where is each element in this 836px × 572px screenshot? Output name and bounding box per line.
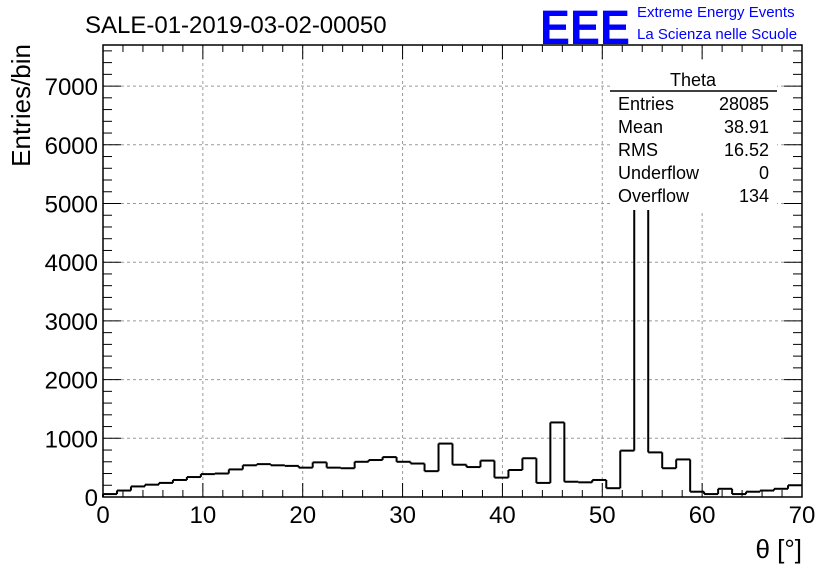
x-tick-label: 70 (789, 502, 816, 529)
histogram-bin (437, 442, 453, 472)
y-tick-label: 4000 (45, 250, 98, 277)
x-tick-label: 30 (389, 502, 416, 529)
y-tick-label: 2000 (45, 368, 98, 395)
histogram-bin (535, 458, 551, 484)
histogram-bin (311, 461, 327, 468)
logo-line-1: Extreme Energy Events (637, 4, 795, 21)
histogram-bin (129, 485, 145, 491)
eee-logo: EEE (540, 2, 630, 55)
histogram-bin (367, 459, 383, 462)
histogram-bin (563, 422, 579, 483)
y-tick-label: 5000 (45, 191, 98, 218)
histogram-bin (423, 463, 439, 473)
histogram-bin (241, 464, 257, 470)
histogram-bin (171, 478, 187, 483)
histogram-bin (507, 468, 523, 478)
y-tick-label: 1000 (45, 426, 98, 453)
y-axis-label: Entries/bin (6, 44, 36, 167)
histogram-bin (395, 457, 411, 463)
stats-row-value: 28085 (719, 94, 769, 114)
histogram-bin (325, 462, 341, 469)
histogram-bin (409, 461, 425, 465)
y-tick-label: 3000 (45, 309, 98, 336)
histogram-bin (115, 489, 131, 495)
x-tick-label: 50 (589, 502, 616, 529)
histogram-bin (479, 459, 495, 468)
axis-ticks (102, 45, 803, 498)
histogram-bin (493, 460, 509, 479)
histogram-bin (619, 449, 635, 489)
histogram-bin (199, 473, 215, 478)
histogram-bin (297, 465, 313, 469)
y-tick-label: 6000 (45, 133, 98, 160)
stats-row-label: Entries (618, 94, 674, 114)
histogram-bin (213, 472, 229, 475)
x-tick-label: 20 (289, 502, 316, 529)
histogram-bin (521, 457, 537, 470)
x-axis-label: θ [°] (755, 534, 802, 564)
histogram-bin (269, 464, 285, 467)
histogram-bin (717, 487, 733, 495)
histogram-bin (661, 452, 677, 470)
histogram-bin (605, 479, 621, 490)
histogram-bin (577, 481, 593, 484)
stats-title: Theta (670, 70, 717, 90)
stats-row-value: 0 (759, 163, 769, 183)
histogram-bin (787, 484, 802, 489)
logo-line-2: La Scienza nelle Scuole (637, 26, 797, 43)
histogram-bin (745, 490, 761, 495)
stats-row-label: Overflow (618, 186, 690, 206)
stats-box: Theta Entries 28085 Mean 38.91 RMS 16.52 Under… (610, 62, 777, 210)
histogram-bin (185, 476, 201, 480)
histogram-bin (773, 487, 789, 491)
y-tick-label: 7000 (45, 74, 98, 101)
histogram-bin (157, 481, 173, 485)
histogram-bin (227, 468, 243, 474)
histogram-bin (381, 456, 397, 461)
histogram-bin (465, 464, 481, 469)
chart-title: SALE-01-2019-03-02-00050 (85, 12, 387, 39)
x-tick-label: 60 (689, 502, 716, 529)
histogram-bin (339, 467, 355, 470)
y-tick-label: 0 (85, 485, 98, 512)
histogram-bin (731, 488, 747, 496)
histogram-bin (255, 463, 271, 466)
histogram-bin (549, 421, 565, 483)
stats-row-label: Underflow (618, 163, 700, 183)
histogram-bin (703, 491, 719, 496)
histogram-bin (591, 478, 607, 483)
histogram-bin (143, 483, 159, 487)
stats-row-value: 134 (739, 186, 769, 206)
histogram-bin (283, 464, 299, 467)
histogram-bin (451, 443, 467, 466)
tick-labels: 0 10 20 30 40 50 60 70 0 1000 2000 3000 4000 5000 6000… (45, 74, 816, 529)
grid-lines (103, 45, 802, 497)
histogram-bin (675, 458, 691, 469)
stats-row-value: 38.91 (724, 117, 769, 137)
histogram-bin (353, 460, 369, 469)
plot-frame (102, 44, 803, 498)
stats-row-value: 16.52 (724, 140, 769, 160)
stats-row-label: Mean (618, 117, 663, 137)
x-tick-label: 40 (489, 502, 516, 529)
x-tick-label: 0 (96, 502, 109, 529)
stats-row-label: RMS (618, 140, 658, 160)
x-tick-label: 10 (190, 502, 217, 529)
